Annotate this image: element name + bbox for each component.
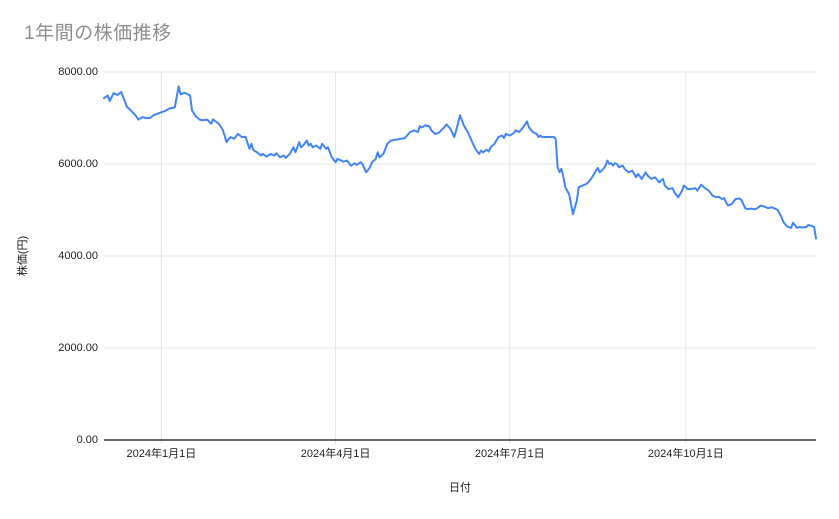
price-line-series xyxy=(103,85,817,240)
chart-title: 1年間の株価推移 xyxy=(24,23,172,44)
y-tick-label: 8000.00 xyxy=(58,66,98,78)
x-tick-label: 2024年7月1日 xyxy=(474,448,545,460)
x-axis-title: 日付 xyxy=(449,482,471,494)
y-axis-title: 株価(円) xyxy=(17,235,29,277)
x-tick-label: 2024年10月1日 xyxy=(647,448,724,460)
y-tick-label: 6000.00 xyxy=(58,158,98,170)
y-tick-label: 4000.00 xyxy=(58,250,98,262)
x-tick-label: 2024年1月1日 xyxy=(126,448,197,460)
y-tick-label: 0.00 xyxy=(76,434,98,446)
x-tick-label: 2024年4月1日 xyxy=(300,448,371,460)
y-tick-label: 2000.00 xyxy=(58,342,98,354)
